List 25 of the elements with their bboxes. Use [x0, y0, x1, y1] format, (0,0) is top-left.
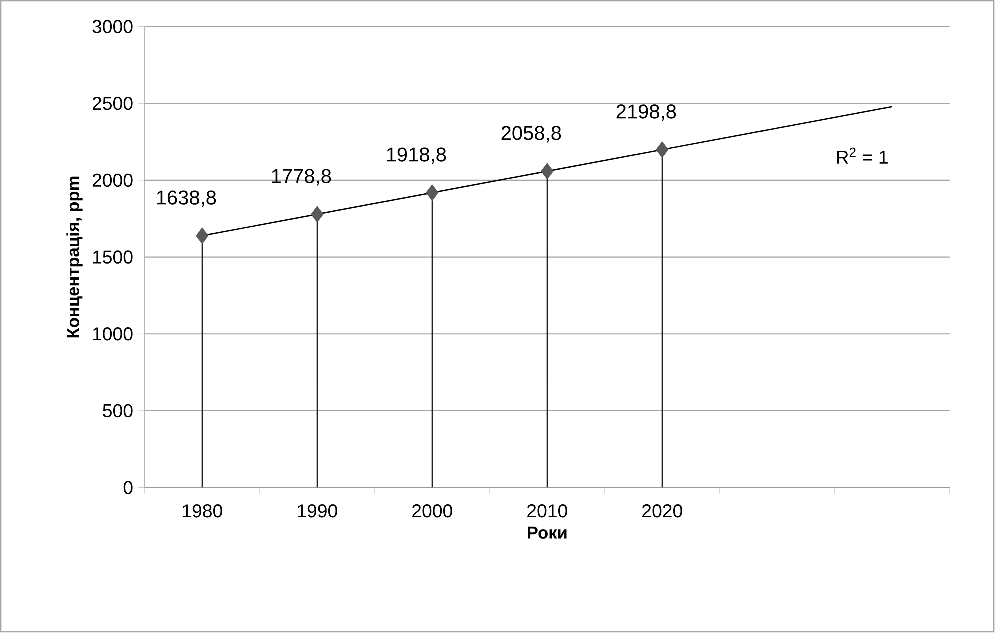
y-axis-title: Концентрація, ppm [66, 176, 83, 338]
x-tick-label: 1980 [183, 504, 222, 518]
y-tick-label: 1000 [93, 327, 133, 341]
point [541, 163, 554, 180]
x-tick-label: 1990 [298, 504, 338, 518]
x-tick-label: 2000 [412, 504, 452, 518]
y-tick-label: 0 [124, 481, 133, 494]
y-tick-label: 2000 [92, 174, 133, 188]
point [656, 142, 669, 158]
data-label: 1918,8 [387, 148, 446, 164]
data-label: 1778,8 [272, 169, 332, 186]
point [426, 184, 439, 202]
data-label: 1638,8 [157, 190, 216, 208]
data-label: 2058,8 [502, 126, 562, 143]
y-tick-label: 1500 [93, 250, 133, 264]
x-axis-title: Роки [528, 526, 567, 539]
data-label: 2198,8 [616, 104, 676, 122]
y-tick-label: 500 [103, 404, 133, 418]
point [196, 228, 209, 244]
y-tick-label: 2500 [92, 96, 133, 110]
point [311, 206, 324, 223]
x-tick-label: 2020 [642, 504, 682, 518]
annotation: R$^{2}$ = 1 [837, 148, 888, 164]
x-tick-label: 2010 [528, 504, 568, 518]
y-tick-label: 3000 [92, 20, 133, 34]
